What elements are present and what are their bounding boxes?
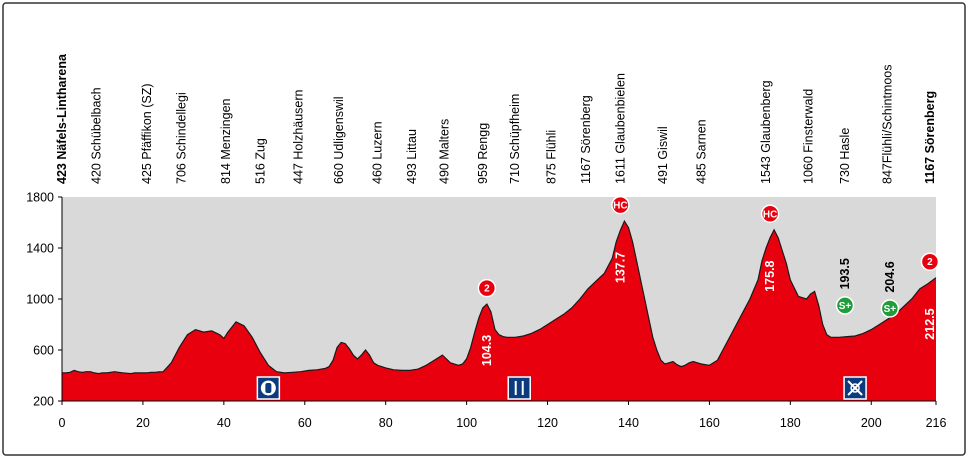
place-label: 490 Malters xyxy=(437,119,451,184)
sprint-km-label: 193.5 xyxy=(838,258,852,289)
x-tick-label: 60 xyxy=(298,416,312,430)
climb-category-text: HC xyxy=(613,201,627,212)
place-label: 420 Schübelbach xyxy=(89,87,103,184)
sprint-marker-text: S+ xyxy=(839,301,852,312)
sprint-km-label: 204.6 xyxy=(883,261,897,292)
sprint-marker-text: S+ xyxy=(884,304,897,315)
climb-km-label: 212.5 xyxy=(923,308,937,339)
place-label: 847Flühli/Schintmoos xyxy=(880,64,894,184)
place-label: 875 Flühli xyxy=(545,130,559,184)
climb-category-text: HC xyxy=(763,209,777,220)
place-label: 425 Pfäffikon (SZ) xyxy=(140,83,154,184)
climb-category-marker xyxy=(920,252,940,271)
water-bottle-icon-body xyxy=(265,383,272,393)
place-label: 485 Sarnen xyxy=(694,119,708,184)
place-label: 710 Schüpfheim xyxy=(508,94,522,184)
sprint-marker xyxy=(835,296,855,315)
place-label: 516 Zug xyxy=(253,138,267,184)
climb-km-label: 175.8 xyxy=(763,260,777,291)
place-label: 1060 Finsterwald xyxy=(802,89,816,184)
x-tick-label: 180 xyxy=(780,416,801,430)
y-tick-label: 1000 xyxy=(26,293,54,307)
place-label: 1167 Sörenberg xyxy=(923,91,937,184)
climb-category-marker xyxy=(611,195,630,215)
y-tick-label: 1400 xyxy=(26,242,54,256)
cross-glyph-b xyxy=(847,380,863,396)
y-tick-label: 600 xyxy=(33,344,54,358)
place-label: 423 Näfels-Lintharena xyxy=(55,53,69,184)
x-tick-label: 140 xyxy=(618,416,639,430)
y-tick-label: 1800 xyxy=(26,191,54,205)
climb-km-label: 137.7 xyxy=(613,252,627,283)
place-label: 493 Littau xyxy=(405,129,419,184)
place-label: 460 Luzern xyxy=(371,121,385,184)
place-label: 814 Menzingen xyxy=(219,98,233,184)
x-tick-label: 216 xyxy=(926,416,947,430)
feed-zone-icon xyxy=(507,376,531,400)
place-label: 730 Hasle xyxy=(838,128,852,184)
x-tick-label: 120 xyxy=(537,416,558,430)
x-tick-label: 100 xyxy=(456,416,477,430)
climb-category-marker xyxy=(477,278,497,298)
x-tick-label: 0 xyxy=(59,416,66,430)
place-label: 1611 Glaubenbielen xyxy=(613,73,627,184)
climb-category-text: 2 xyxy=(484,284,490,295)
x-tick-label: 40 xyxy=(217,416,231,430)
cross-glyph-ring xyxy=(850,383,860,393)
elevation-line xyxy=(62,219,937,375)
sprint-marker xyxy=(880,299,900,318)
x-tick-label: 80 xyxy=(379,416,393,430)
x-tick-label: 160 xyxy=(699,416,720,430)
climb-category-marker xyxy=(760,204,780,224)
place-label: 1543 Glaubenberg xyxy=(759,80,773,184)
place-label: 1167 Sörenberg xyxy=(579,95,593,184)
climb-km-label: 104.3 xyxy=(480,335,494,366)
place-label: 959 Rengg xyxy=(476,123,490,184)
place-label: 706 Schindellegi xyxy=(174,92,188,184)
place-label: 660 Udligenswil xyxy=(332,96,346,184)
climb-category-text: 2 xyxy=(927,257,933,268)
place-label: 491 Giswil xyxy=(656,126,670,184)
x-tick-label: 200 xyxy=(861,416,882,430)
x-tick-label: 20 xyxy=(136,416,150,430)
place-label: 447 Holzhäusern xyxy=(292,89,306,184)
y-tick-label: 200 xyxy=(33,395,54,409)
chart-marks: 200 600 1000 1400 1800 0 20 40 60 80 100 120 140 160 1… xyxy=(26,53,946,430)
